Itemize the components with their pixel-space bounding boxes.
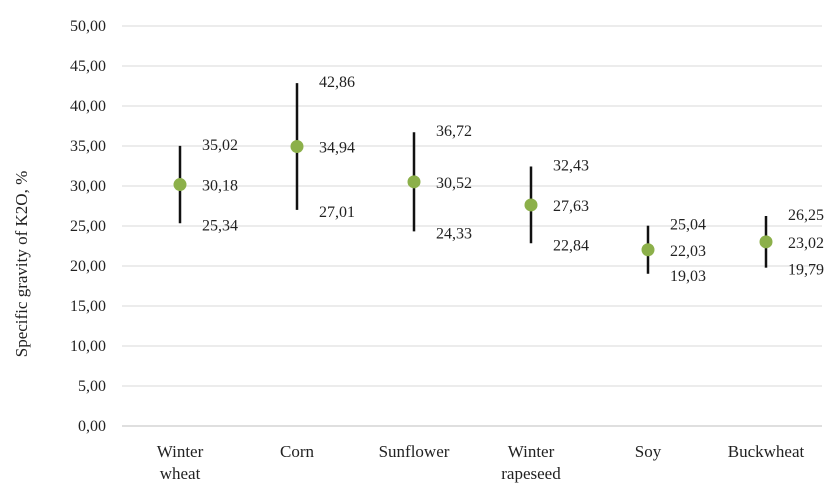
mean-data-label: 34,94 bbox=[319, 139, 355, 156]
max-data-label: 36,72 bbox=[436, 123, 472, 140]
mean-data-label: 22,03 bbox=[670, 243, 706, 260]
data-series: 35,02 30,18 25,34 42,86 34,94 27,01 36,72 30,52… bbox=[173, 74, 824, 285]
x-category-label: Sunflower bbox=[379, 442, 450, 461]
mean-point bbox=[524, 198, 538, 212]
mean-data-label: 30,18 bbox=[202, 178, 238, 195]
y-tick-label: 10,00 bbox=[70, 338, 106, 355]
mean-point bbox=[641, 243, 655, 257]
y-tick-label: 20,00 bbox=[70, 258, 106, 275]
mean-data-label: 23,02 bbox=[788, 235, 824, 252]
y-tick-label: 15,00 bbox=[70, 298, 106, 315]
y-tick-label: 50,00 bbox=[70, 18, 106, 35]
y-tick-label: 45,00 bbox=[70, 58, 106, 75]
min-data-label: 27,01 bbox=[319, 204, 355, 221]
max-data-label: 26,25 bbox=[788, 207, 824, 224]
x-category-label: Buckwheat bbox=[728, 442, 805, 461]
y-tick-label: 0,00 bbox=[78, 418, 106, 435]
y-axis-label: Specific gravity of K2O, % bbox=[12, 171, 31, 357]
data-point-group: 26,25 23,02 19,79 bbox=[759, 207, 824, 279]
min-data-label: 19,03 bbox=[670, 268, 706, 285]
max-data-label: 25,04 bbox=[670, 217, 706, 234]
mean-data-label: 30,52 bbox=[436, 175, 472, 192]
x-category-label: Winter wheat bbox=[157, 442, 204, 483]
gridlines bbox=[122, 25, 822, 427]
mean-point bbox=[290, 139, 304, 153]
data-point-group: 25,04 22,03 19,03 bbox=[641, 217, 706, 285]
max-data-label: 42,86 bbox=[319, 74, 355, 91]
y-tick-label: 25,00 bbox=[70, 218, 106, 235]
mean-point bbox=[173, 178, 187, 192]
y-axis-ticks: 0,00 5,00 10,00 15,00 20,00 25,00 30,00 35,00 40… bbox=[70, 18, 106, 435]
min-data-label: 22,84 bbox=[553, 237, 589, 254]
min-data-label: 25,34 bbox=[202, 217, 238, 234]
min-data-label: 19,79 bbox=[788, 262, 824, 279]
y-tick-label: 30,00 bbox=[70, 178, 106, 195]
x-axis-categories: Winter wheat Corn Sunflower Winter rapeseed So… bbox=[157, 442, 805, 483]
data-point-group: 42,86 34,94 27,01 bbox=[290, 74, 355, 221]
max-data-label: 35,02 bbox=[202, 137, 238, 154]
x-category-label: Corn bbox=[280, 442, 315, 461]
data-point-group: 36,72 30,52 24,33 bbox=[407, 123, 472, 242]
max-data-label: 32,43 bbox=[553, 158, 589, 175]
x-category-label: Soy bbox=[635, 442, 662, 461]
data-point-group: 32,43 27,63 22,84 bbox=[524, 158, 589, 254]
mean-point bbox=[759, 235, 773, 249]
mean-point bbox=[407, 175, 421, 189]
y-tick-label: 35,00 bbox=[70, 138, 106, 155]
y-tick-label: 40,00 bbox=[70, 98, 106, 115]
y-tick-label: 5,00 bbox=[78, 378, 106, 395]
min-data-label: 24,33 bbox=[436, 225, 472, 242]
mean-data-label: 27,63 bbox=[553, 198, 589, 215]
x-category-label: Winter rapeseed bbox=[501, 442, 561, 483]
data-point-group: 35,02 30,18 25,34 bbox=[173, 137, 238, 234]
